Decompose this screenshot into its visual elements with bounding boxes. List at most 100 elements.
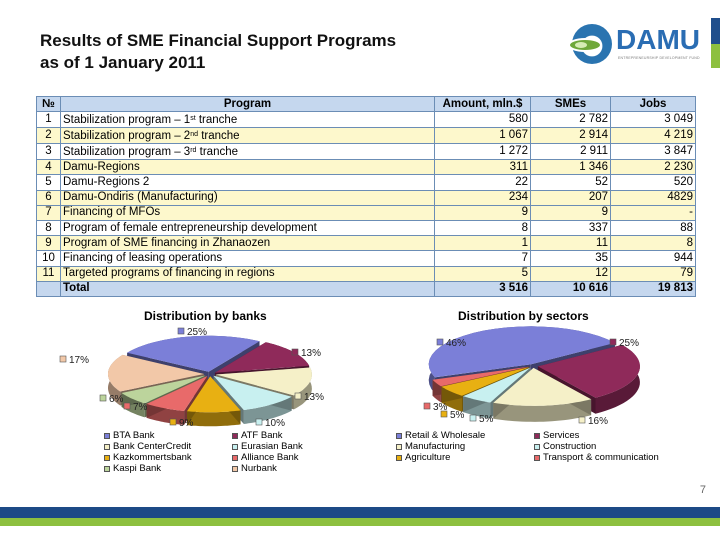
footer-band-green bbox=[0, 518, 720, 526]
program-name: Damu-Regions 2 bbox=[63, 175, 150, 188]
smes-cell: 207 bbox=[530, 189, 611, 206]
jobs-cell: 4829 bbox=[610, 189, 696, 206]
table-row: 9 Program of SME financing in Zhanaozen 1 1… bbox=[36, 235, 696, 252]
label-swatch bbox=[123, 402, 131, 410]
program-name: Financing of leasing operations bbox=[63, 251, 223, 264]
sectors-pie-chart: 46% 25%16%5%5%3% bbox=[423, 326, 640, 427]
percent-label: 17% bbox=[69, 355, 89, 366]
program-name-suffix: tranche bbox=[195, 114, 238, 127]
legend-item: BTA Bank bbox=[104, 430, 232, 441]
program-cell: Stabilization program – 3rd tranche bbox=[60, 143, 435, 161]
program-name: Stabilization program – 2 bbox=[63, 130, 191, 143]
no-cell: 6 bbox=[36, 189, 61, 206]
legend-swatch-icon bbox=[396, 432, 402, 439]
no-cell: 4 bbox=[36, 159, 61, 176]
legend-swatch-icon bbox=[232, 432, 238, 439]
jobs-cell: 8 bbox=[610, 235, 696, 252]
logo-bar-blue bbox=[711, 18, 720, 44]
jobs-cell: 2 230 bbox=[610, 159, 696, 176]
jobs-cell: 520 bbox=[610, 174, 696, 191]
legend-item: ATF Bank bbox=[232, 430, 342, 441]
pie-slice bbox=[187, 376, 241, 427]
sectors-chart-title: Distribution by sectors bbox=[458, 309, 589, 323]
total-no-cell bbox=[36, 280, 61, 297]
program-name: Targeted programs of financing in region… bbox=[63, 267, 275, 280]
smes-cell: 337 bbox=[530, 219, 611, 237]
amount-cell: 7 bbox=[434, 250, 531, 267]
amount-cell: 311 bbox=[434, 159, 531, 176]
label-swatch bbox=[294, 392, 302, 400]
program-name: Program of SME financing in Zhanaozen bbox=[63, 236, 271, 249]
jobs-cell: 3 049 bbox=[610, 111, 696, 129]
title-line-1: Results of SME Financial Support Program… bbox=[40, 31, 397, 50]
no-cell: 8 bbox=[36, 219, 61, 237]
no-cell: 7 bbox=[36, 204, 61, 221]
program-cell: Stabilization program – 1st tranche bbox=[60, 111, 435, 129]
legend-swatch-icon bbox=[104, 432, 110, 439]
legend-item: Services bbox=[534, 430, 704, 441]
table-row: 5 Damu-Regions 2 22 52 520 bbox=[36, 174, 696, 191]
header-jobs: Jobs bbox=[610, 95, 696, 113]
no-cell: 1 bbox=[36, 111, 61, 129]
program-name: Program of female entrepreneurship devel… bbox=[63, 221, 317, 234]
program-cell: Damu-Regions 2 bbox=[60, 174, 435, 191]
table-row: 8 Program of female entrepreneurship deve… bbox=[36, 219, 696, 237]
banks-legend: BTA Bank ATF Bank Bank CenterCredit Eurasia… bbox=[104, 430, 342, 474]
banks-chart-title: Distribution by banks bbox=[144, 309, 267, 323]
legend-item: Manufacturing bbox=[396, 441, 534, 452]
legend-item: Eurasian Bank bbox=[232, 441, 342, 452]
amount-cell: 1 bbox=[434, 235, 531, 252]
label-swatch bbox=[59, 355, 67, 363]
legend-item: Alliance Bank bbox=[232, 452, 342, 463]
legend-label: Services bbox=[543, 430, 580, 441]
label-swatch bbox=[609, 338, 617, 346]
jobs-cell: 3 847 bbox=[610, 143, 696, 161]
no-cell: 5 bbox=[36, 174, 61, 191]
legend-swatch-icon bbox=[534, 454, 540, 461]
program-cell: Targeted programs of financing in region… bbox=[60, 265, 435, 282]
program-cell: Program of SME financing in Zhanaozen bbox=[60, 235, 435, 252]
legend-label: Eurasian Bank bbox=[241, 441, 303, 452]
smes-cell: 9 bbox=[530, 204, 611, 221]
label-swatch bbox=[440, 410, 448, 418]
pie-slice bbox=[493, 367, 592, 422]
percent-label: 5% bbox=[450, 410, 465, 421]
no-cell: 11 bbox=[36, 265, 61, 282]
label-swatch bbox=[578, 416, 586, 424]
legend-item: Retail & Wholesale bbox=[396, 430, 534, 441]
smes-cell: 2 782 bbox=[530, 111, 611, 129]
label-swatch bbox=[255, 418, 263, 426]
legend-label: Bank CenterCredit bbox=[113, 441, 192, 452]
legend-label: Alliance Bank bbox=[241, 452, 299, 463]
legend-label: Kazkommertsbank bbox=[113, 452, 192, 463]
logo-word: DAMU bbox=[616, 24, 700, 55]
legend-label: Retail & Wholesale bbox=[405, 430, 486, 441]
label-swatch bbox=[469, 414, 477, 422]
percent-label: 16% bbox=[588, 416, 608, 427]
jobs-cell: 88 bbox=[610, 219, 696, 237]
legend-item: Agriculture bbox=[396, 452, 534, 463]
sectors-legend: Retail & Wholesale Services Manufacturing C… bbox=[396, 430, 704, 463]
smes-cell: 12 bbox=[530, 265, 611, 282]
no-cell: 9 bbox=[36, 235, 61, 252]
program-cell: Damu-Ondiris (Manufacturing) bbox=[60, 189, 435, 206]
smes-cell: 52 bbox=[530, 174, 611, 191]
program-name: Stabilization program – 3 bbox=[63, 146, 191, 159]
total-smes: 10 616 bbox=[530, 280, 611, 297]
header-smes: SMEs bbox=[530, 95, 611, 113]
program-name: Stabilization program – 1 bbox=[63, 114, 191, 127]
percent-label: 5% bbox=[479, 414, 494, 425]
percent-label: 9% bbox=[179, 418, 194, 429]
smes-cell: 1 346 bbox=[530, 159, 611, 176]
legend-item: Construction bbox=[534, 441, 704, 452]
title-line-2: as of 1 January 2011 bbox=[40, 53, 206, 72]
ordinal-suffix: rd bbox=[190, 147, 197, 155]
logo-leaf-icon bbox=[568, 38, 602, 52]
program-cell: Program of female entrepreneurship devel… bbox=[60, 219, 435, 237]
page-number: 7 bbox=[699, 484, 706, 496]
percent-label: 13% bbox=[304, 392, 324, 403]
total-amount: 3 516 bbox=[434, 280, 531, 297]
amount-cell: 5 bbox=[434, 265, 531, 282]
percent-label: 3% bbox=[433, 402, 448, 413]
results-table: № Program Amount, mln.$ SMEs Jobs 1 Stabi… bbox=[36, 95, 696, 297]
